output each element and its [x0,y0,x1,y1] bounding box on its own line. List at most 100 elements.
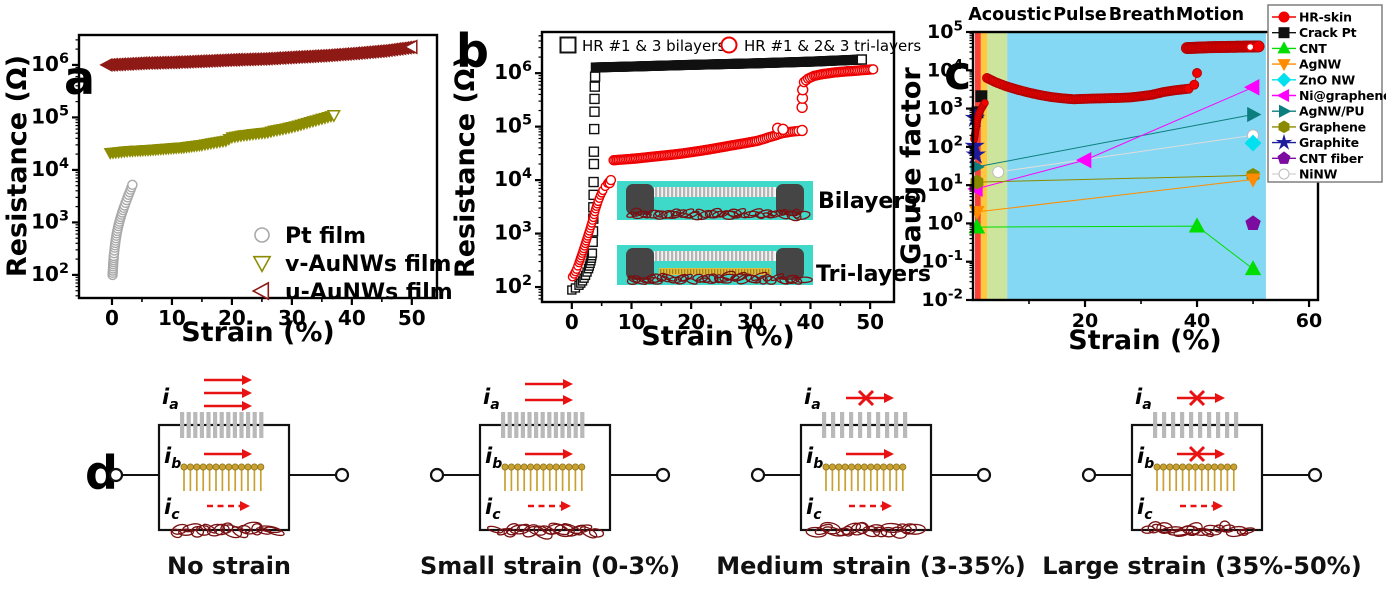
circuit-diagram-small-strain: ia ib ic [429,379,671,540]
pt-film-layer [822,412,908,438]
series-bilayers-rise [567,248,598,295]
activity-bands [974,32,1266,300]
plot-area [99,39,418,281]
circuit: ia ib ic [108,375,350,539]
y-axis-title: Gauge factor [896,67,927,265]
svg-text:101: 101 [927,172,963,197]
svg-text:104: 104 [927,57,963,82]
circuit-block-medium-strain: ia ib ic Medium strain (3-35%) [706,368,1036,580]
x-axis-title: Strain (%) [641,321,795,352]
series-hr-skin-mid [982,73,1194,105]
svg-text:Pulse: Pulse [1053,5,1107,25]
circuit-diagram-no-strain: ia ib ic [108,375,350,539]
circuit-diagram-medium-strain: ia ib ic [750,385,992,539]
circuit-caption: Small strain (0-3%) [419,552,681,580]
plot-area [567,54,879,295]
series-bilayers-flat [590,54,868,73]
series-tri-layers-mid [608,125,804,166]
svg-text:102: 102 [927,133,963,158]
svg-text:Breath: Breath [1109,5,1175,25]
y-axis-title: Resistance (Ω) [2,55,33,277]
svg-text:ia: ia [804,385,821,413]
svg-text:100: 100 [927,210,963,235]
svg-text:50: 50 [856,310,884,334]
v-aunws-layer [501,463,586,491]
legend: Pt film v-AuNWs film u-AuNWs film [251,224,453,305]
series-cnt-fiber [1245,215,1261,230]
current-arrows [846,389,894,511]
svg-text:106: 106 [494,59,532,84]
svg-text:104: 104 [494,166,532,191]
circuit-block-large-strain: ia ib ic Large strain (35%-50%) [1037,368,1367,580]
svg-text:NiNW: NiNW [1299,167,1338,182]
panel-b-label: b [456,24,489,78]
series-v-aunws-film [103,109,341,160]
svg-text:20: 20 [677,310,705,334]
svg-text:HR #1 & 3 bilayers: HR #1 & 3 bilayers [582,37,725,55]
svg-text:ib: ib [1137,444,1154,472]
svg-text:104: 104 [31,156,69,181]
svg-text:102: 102 [31,261,69,286]
panel-a-resistance-strain-chart: 0 10 20 30 40 50 102 103 104 105 106 Strain (%) Resi… [2,33,453,348]
inset-bilayers [617,181,813,222]
svg-text:ib: ib [485,444,502,472]
svg-text:ia: ia [483,385,500,413]
circuit-caption: No strain [166,552,292,580]
svg-text:v-AuNWs film: v-AuNWs film [285,252,451,277]
svg-text:ic: ic [806,495,822,523]
axes: 0 10 20 30 40 50 102 103 104 105 106 Strain (%) Resi… [450,30,896,352]
series-tri-layers-rise-top [604,174,617,189]
inset-tri-layers [617,245,813,285]
terminal-right [1307,467,1323,483]
svg-text:40: 40 [797,310,825,334]
svg-text:0: 0 [565,310,579,334]
series-pt-film [107,179,138,281]
terminal-left [429,467,445,483]
svg-text:ic: ic [1137,495,1153,523]
circuit-caption: Large strain (35%-50%) [1042,552,1362,580]
svg-text:20: 20 [218,306,246,330]
legend: HR #1 & 3 bilayers HR #1 & 2& 3 tri-layer… [559,36,921,55]
circuit: ia ib ic [1081,385,1323,538]
svg-text:102: 102 [494,273,532,298]
svg-text:Graphene: Graphene [1299,119,1366,134]
svg-text:CNT: CNT [1299,41,1327,56]
current-arrows [525,379,573,511]
svg-text:50: 50 [398,306,426,330]
series-hr-skin-jump [1189,68,1202,90]
u-aunws-layer [486,522,605,540]
svg-text:HR #1 & 2& 3 tri-layers: HR #1 & 2& 3 tri-layers [744,37,921,55]
svg-text:Acoustic: Acoustic [968,5,1052,25]
series-tri-layers-top [798,64,879,88]
svg-text:60: 60 [1296,310,1322,332]
u-aunws-layer [170,521,285,539]
terminal-left [1081,467,1097,483]
panel-c-gauge-factor-chart: Acoustic Pulse Breath Motion 20 40 60 105 104 103… [896,4,1386,356]
u-aunws-layer [805,521,926,539]
svg-text:105: 105 [31,103,69,128]
circuit: ia ib ic [750,385,992,539]
series-tri-layers-mid-outliers [771,122,808,137]
series-u-aunws-film [99,39,418,72]
svg-text:HR-skin: HR-skin [1299,10,1352,25]
terminal-right [334,467,350,483]
u-aunws-layer [1141,520,1256,538]
terminal-right [976,467,992,483]
circuit-block-small-strain: ia ib ic Small strain (0-3%) [385,368,715,580]
circuit-diagram-large-strain: ia ib ic [1081,385,1323,538]
svg-text:CNT fiber: CNT fiber [1299,151,1364,166]
svg-text:10-1: 10-1 [921,248,963,273]
series-agnw-pu [970,106,1262,175]
circuit-caption: Medium strain (3-35%) [716,552,1026,580]
pt-film-layer [501,412,585,438]
axes: 0 10 20 30 40 50 102 103 104 105 106 Strain (%) Resi… [2,33,439,348]
svg-text:10: 10 [618,310,646,334]
svg-text:Ni@graphene: Ni@graphene [1299,88,1386,103]
svg-text:103: 103 [494,220,532,245]
svg-text:105: 105 [494,113,532,138]
svg-text:ic: ic [485,495,501,523]
svg-text:ib: ib [164,444,181,472]
svg-text:105: 105 [927,18,963,43]
